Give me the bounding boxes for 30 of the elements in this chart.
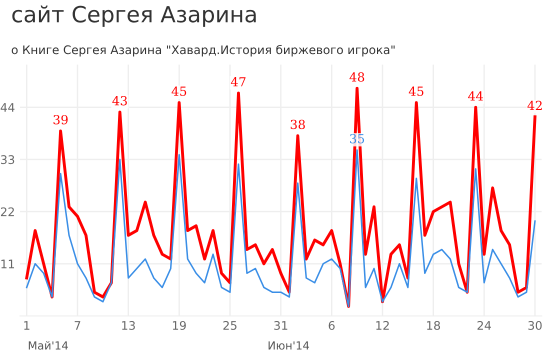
text: Июн'14 bbox=[268, 341, 310, 350]
y-tick-label: 11 bbox=[1, 260, 14, 268]
x-tick-label: 18 bbox=[427, 320, 440, 330]
x-tick-label: 6 bbox=[328, 320, 335, 330]
chart-title: сайт Сергея Азарина bbox=[12, 5, 256, 27]
x-tick-label: 25 bbox=[223, 320, 236, 330]
line-series bbox=[26, 149, 536, 308]
data-label: 38 bbox=[290, 120, 305, 130]
text: Май'14 bbox=[28, 341, 68, 350]
x-tick-label: 19 bbox=[172, 320, 186, 330]
data-label: 39 bbox=[54, 114, 68, 124]
x-tick-label: 1 bbox=[24, 321, 30, 330]
data-label: 45 bbox=[408, 86, 424, 96]
x-tick-label: 31 bbox=[274, 320, 288, 330]
data-label: 35 bbox=[350, 134, 364, 144]
chart-subtitle: о Книге Сергея Азарина "Хавард.История биржевого игрока" bbox=[12, 44, 395, 56]
x-tick-label: 13 bbox=[122, 320, 135, 330]
x-tick-label: 24 bbox=[478, 320, 491, 330]
data-label: 42 bbox=[527, 100, 542, 110]
data-label: 48 bbox=[350, 72, 364, 82]
x-tick-label: 7 bbox=[74, 321, 80, 330]
y-tick-label: 33 bbox=[0, 155, 14, 164]
y-tick-label: 44 bbox=[0, 103, 14, 112]
y-tick-label: 22 bbox=[0, 207, 14, 216]
data-label: 44 bbox=[468, 91, 483, 101]
x-tick-label: 12 bbox=[376, 320, 389, 330]
data-label: 43 bbox=[112, 96, 127, 106]
data-label: 45 bbox=[172, 86, 186, 96]
x-tick-label: 30 bbox=[528, 320, 542, 330]
data-label: 47 bbox=[230, 77, 246, 86]
